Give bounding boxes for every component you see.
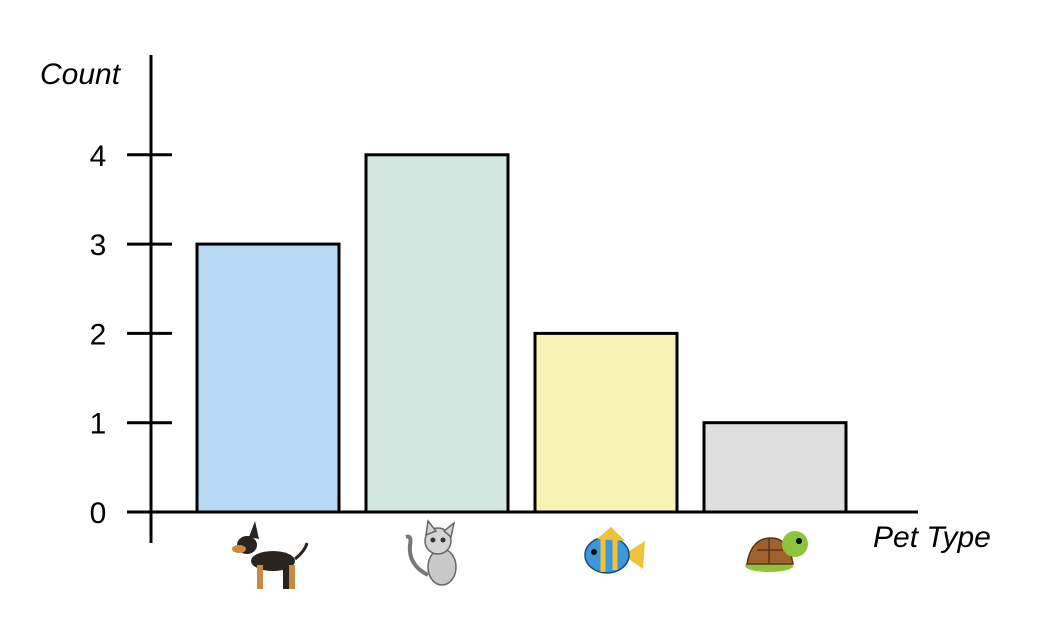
bar-turtle	[702, 421, 848, 514]
cat-icon	[405, 519, 457, 586]
bar-fish	[533, 331, 679, 514]
y-tick-label: 1	[90, 408, 107, 441]
x-axis-label: Pet Type	[873, 521, 991, 554]
y-tick-label: 0	[90, 497, 107, 530]
y-axis-label: Count	[40, 58, 122, 91]
dog-icon	[232, 521, 309, 589]
fish-icon	[584, 527, 645, 574]
bar-dog	[195, 242, 341, 514]
turtle-icon	[745, 531, 808, 572]
y-tick-label: 4	[90, 140, 107, 173]
y-tick-label: 3	[90, 229, 107, 262]
y-tick-label: 2	[90, 318, 107, 351]
bar-cat	[364, 153, 510, 514]
